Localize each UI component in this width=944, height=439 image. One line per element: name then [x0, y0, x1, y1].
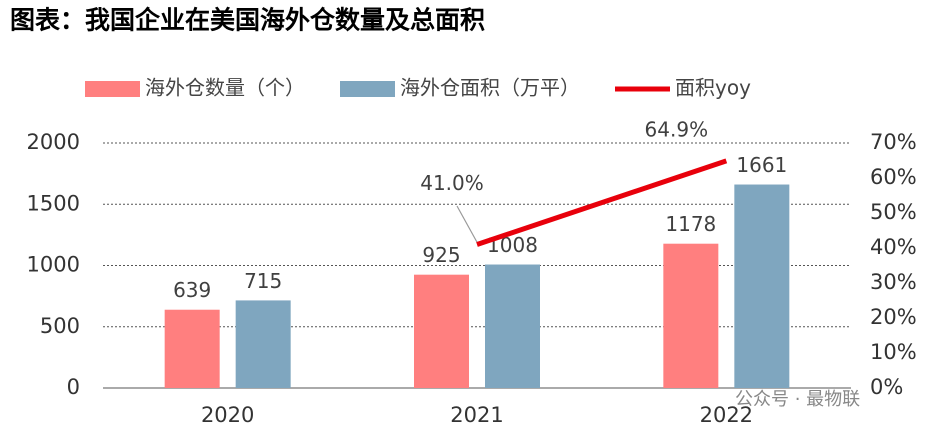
y2-tick-label: 70% — [870, 130, 917, 154]
y2-tick-label: 50% — [870, 200, 917, 224]
y2-tick-label: 60% — [870, 165, 917, 189]
data-label: 64.9% — [645, 117, 709, 141]
y-tick-label: 500 — [40, 314, 80, 338]
leader-line — [456, 205, 479, 245]
bar — [414, 274, 469, 388]
line — [476, 158, 728, 247]
legend-swatch — [340, 81, 395, 97]
bar — [663, 243, 719, 388]
y2-tick-label: 0% — [870, 375, 903, 399]
bar — [734, 184, 790, 388]
y-tick-label: 1000 — [27, 253, 80, 277]
x-tick-label: 2020 — [201, 403, 254, 427]
y-tick-label: 0 — [67, 375, 80, 399]
x-tick-label: 2021 — [450, 403, 503, 427]
legend-label: 海外仓数量（个） — [145, 76, 305, 100]
x-tick-label: 2022 — [700, 403, 753, 427]
data-label: 639 — [173, 278, 211, 302]
y-tick-label: 1500 — [27, 191, 80, 215]
y2-tick-label: 10% — [870, 340, 917, 364]
bar — [164, 309, 220, 388]
legend-label: 面积yoy — [675, 76, 751, 100]
data-label: 1178 — [665, 212, 716, 236]
y-tick-label: 2000 — [27, 130, 80, 154]
legend-label: 海外仓面积（万平） — [400, 76, 580, 100]
data-label: 925 — [422, 243, 460, 267]
y2-tick-label: 20% — [870, 305, 917, 329]
y2-tick-label: 30% — [870, 270, 917, 294]
y2-tick-label: 40% — [870, 235, 917, 259]
data-label: 41.0% — [420, 171, 484, 195]
bar — [235, 300, 291, 388]
watermark: 公众号 · 最物联 — [735, 389, 860, 410]
legend-swatch — [85, 81, 140, 97]
chart-title: 图表：我国企业在美国海外仓数量及总面积 — [10, 6, 485, 35]
data-label: 715 — [244, 269, 282, 293]
bar — [485, 264, 540, 388]
data-label: 1661 — [736, 153, 787, 177]
